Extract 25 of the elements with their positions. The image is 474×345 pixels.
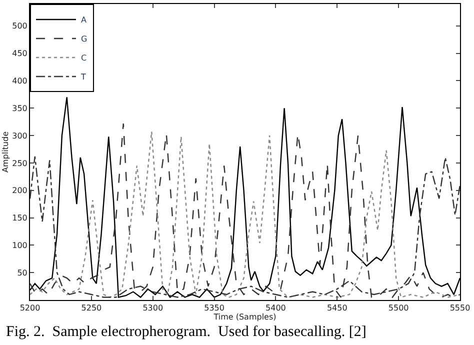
x-tick-label: 5450 [326, 304, 348, 313]
legend-label: A [81, 16, 87, 25]
legend-label: T [80, 72, 86, 82]
y-tick-label: 250 [12, 158, 28, 168]
y-axis-title: Amplitude [0, 131, 10, 172]
x-tick-label: 5500 [388, 304, 409, 313]
y-tick-label: 500 [12, 22, 28, 31]
y-tick-label: 200 [12, 186, 28, 196]
legend-label: C [81, 54, 87, 63]
x-tick-label: 5350 [204, 304, 224, 313]
y-tick-label: 450 [12, 49, 28, 58]
y-tick-label: 150 [12, 214, 28, 223]
y-tick-label: 350 [12, 104, 28, 113]
x-tick-label: 5400 [266, 304, 286, 313]
y-tick-label: 100 [12, 240, 28, 250]
x-tick-label: 5200 [20, 304, 40, 313]
x-tick-label: 5300 [142, 304, 164, 313]
x-axis-title: Time (Samples) [212, 312, 276, 322]
x-tick-label: 5550 [450, 304, 470, 313]
legend-label: G [81, 34, 88, 44]
y-tick-label: 50 [17, 268, 28, 278]
x-tick-label: 5250 [81, 304, 102, 313]
y-tick-label: 400 [12, 76, 28, 86]
caption: Fig. 2. Sample electropherogram. Used for basecalling. [2] [6, 324, 366, 340]
y-tick-label: 300 [12, 131, 28, 140]
